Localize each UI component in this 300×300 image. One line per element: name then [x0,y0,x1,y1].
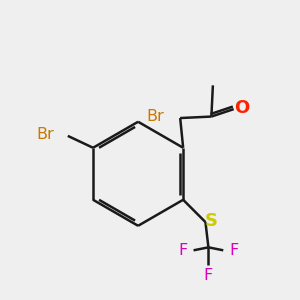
Text: Br: Br [146,109,164,124]
Text: Br: Br [37,127,54,142]
Text: F: F [178,243,188,258]
Text: S: S [204,212,217,230]
Text: F: F [204,268,213,283]
Text: F: F [229,243,238,258]
Text: O: O [234,99,250,117]
